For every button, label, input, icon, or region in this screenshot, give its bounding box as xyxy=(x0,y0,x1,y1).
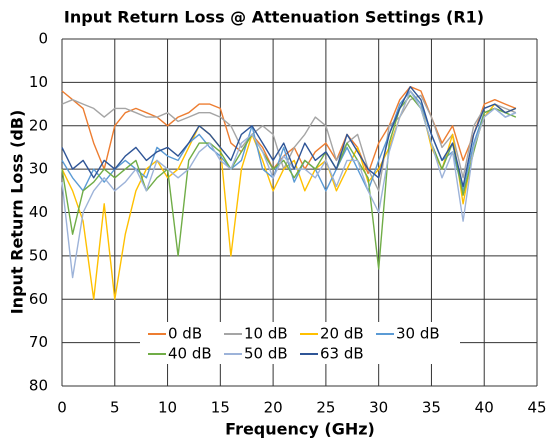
x-tick-label: 40 xyxy=(475,399,494,417)
legend-label: 0 dB xyxy=(168,325,202,343)
legend-label: 30 dB xyxy=(396,325,440,343)
series-line xyxy=(61,94,517,270)
x-axis-label: Frequency (GHz) xyxy=(225,420,375,439)
legend-box xyxy=(140,322,460,364)
y-tick-label: 80 xyxy=(29,377,48,395)
legend-label: 20 dB xyxy=(320,325,364,343)
series-line xyxy=(61,94,517,192)
series-line xyxy=(61,90,517,279)
x-tick-label: 5 xyxy=(110,399,120,417)
y-tick-label: 50 xyxy=(29,246,48,264)
x-tick-label: 35 xyxy=(422,399,441,417)
series-line xyxy=(61,90,517,300)
series-line xyxy=(61,86,517,188)
legend-label: 10 dB xyxy=(244,325,288,343)
y-tick-label: 30 xyxy=(29,160,48,178)
x-tick-label: 10 xyxy=(158,399,177,417)
x-tick-label: 25 xyxy=(316,399,335,417)
y-tick-label: 40 xyxy=(29,203,48,221)
x-tick-label: 0 xyxy=(57,399,67,417)
x-tick-label: 15 xyxy=(211,399,230,417)
y-axis-label: Input Return Loss (dB) xyxy=(8,110,27,315)
y-tick-label: 70 xyxy=(29,333,48,351)
legend-label: 63 dB xyxy=(320,345,364,363)
y-tick-label: 10 xyxy=(29,73,48,91)
y-tick-label: 20 xyxy=(29,116,48,134)
legend-label: 50 dB xyxy=(244,345,288,363)
y-tick-label: 60 xyxy=(29,290,48,308)
x-tick-label: 45 xyxy=(527,399,546,417)
x-tick-label: 20 xyxy=(264,399,283,417)
legend-label: 40 dB xyxy=(168,345,212,363)
chart-title: Input Return Loss @ Attenuation Settings… xyxy=(64,8,484,27)
y-tick-label: 0 xyxy=(38,30,48,48)
x-tick-label: 30 xyxy=(369,399,388,417)
series-line xyxy=(61,86,517,175)
